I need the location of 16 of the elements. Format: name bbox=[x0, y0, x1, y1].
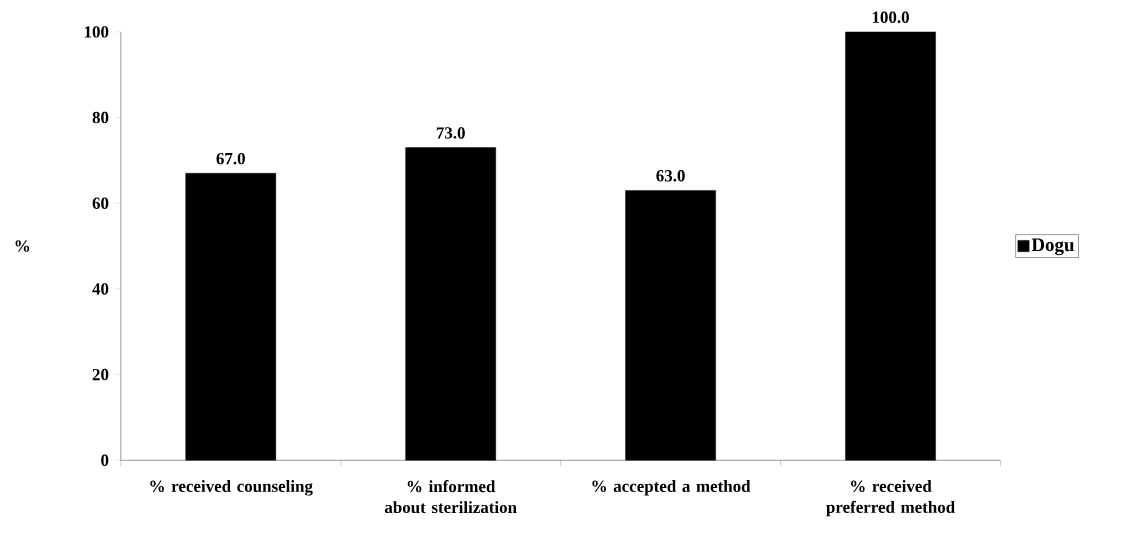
data-label: 67.0 bbox=[216, 152, 245, 165]
y-tick-label: 40 bbox=[92, 283, 109, 295]
legend-label: Dogu bbox=[1031, 238, 1074, 256]
y-tick-label: 80 bbox=[92, 111, 109, 124]
x-tick-label: % received counseling bbox=[150, 480, 313, 496]
y-tick-label: 100 bbox=[84, 26, 109, 38]
y-tick-label: 60 bbox=[92, 197, 109, 209]
y-tick-label: 0 bbox=[101, 454, 109, 467]
x-tick-label: % accepted a method bbox=[592, 480, 751, 496]
data-label: 73.0 bbox=[436, 127, 465, 139]
y-axis-title: % bbox=[15, 240, 30, 252]
y-tick-label: 20 bbox=[92, 368, 109, 381]
x-tick-label: % informed about sterilization bbox=[384, 480, 517, 514]
data-label: 100.0 bbox=[872, 11, 909, 24]
data-label: 63.0 bbox=[656, 170, 685, 182]
x-tick-label: % received preferred method bbox=[826, 480, 955, 517]
